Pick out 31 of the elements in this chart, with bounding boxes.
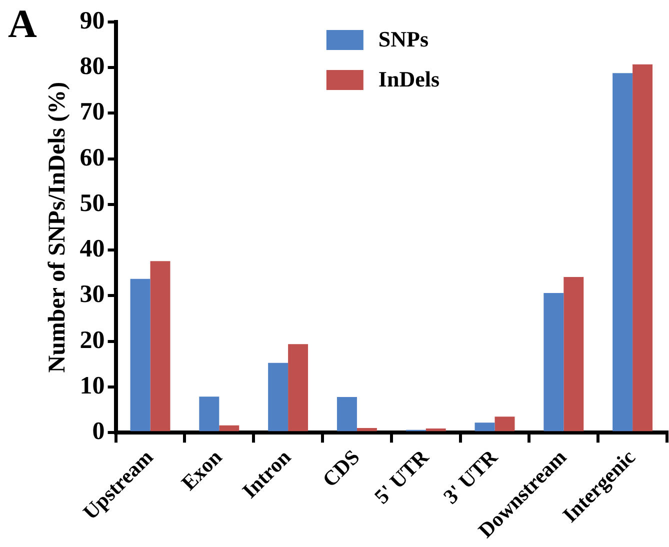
bar <box>426 428 446 432</box>
bar <box>356 428 377 432</box>
bar <box>474 422 495 432</box>
y-tick-label: 30 <box>80 281 105 308</box>
bar <box>268 362 288 432</box>
y-tick-label: 70 <box>80 98 105 126</box>
bar <box>612 73 633 432</box>
x-tick-label: 5' UTR <box>370 444 434 509</box>
y-tick-label: 50 <box>80 190 105 217</box>
bar <box>564 277 584 432</box>
bar <box>199 396 220 432</box>
y-tick-label: 20 <box>80 326 105 354</box>
legend-label: SNPs <box>378 26 429 52</box>
bar <box>494 416 515 432</box>
x-tick-label: CDS <box>318 444 364 492</box>
legend-label: InDels <box>378 66 440 92</box>
y-tick-label: 10 <box>80 372 105 400</box>
bar <box>288 344 308 432</box>
bar <box>336 397 357 432</box>
y-tick-label: 80 <box>80 53 105 80</box>
y-tick-label: 90 <box>80 7 105 34</box>
y-axis-title: Number of SNPs/InDels (%) <box>44 82 71 373</box>
bar <box>150 261 170 432</box>
bar <box>632 64 653 432</box>
bar <box>130 278 150 432</box>
bar <box>219 425 240 432</box>
y-tick-label: 40 <box>80 236 105 263</box>
text: A <box>8 0 37 47</box>
y-tick-label: 60 <box>80 144 105 172</box>
bar <box>544 293 564 432</box>
y-tick-label: 0 <box>92 418 105 446</box>
